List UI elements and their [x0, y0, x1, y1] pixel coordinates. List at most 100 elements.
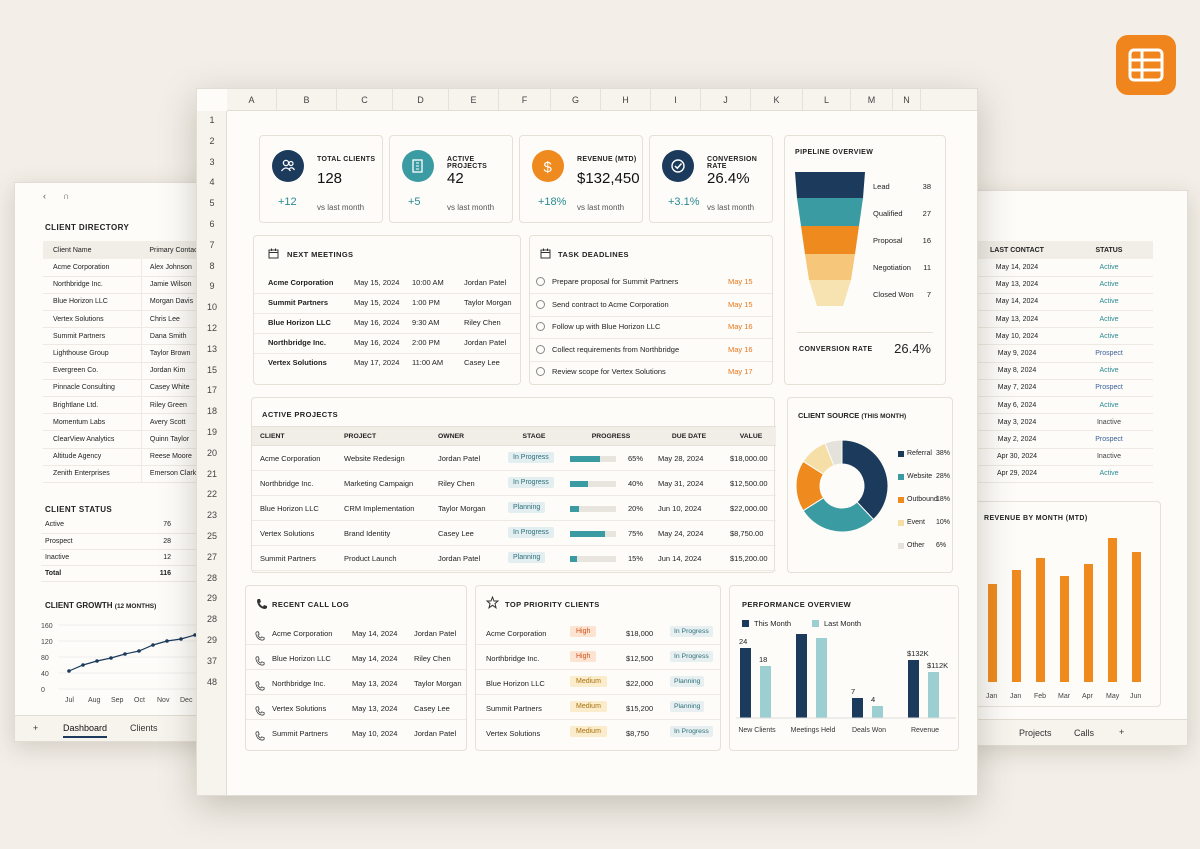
col-primary-contact[interactable]: Primary Contact	[149, 246, 200, 254]
priority-row[interactable]: Vertex Solutions Medium $8,750 In Progress	[476, 720, 720, 745]
tab-clients[interactable]: Clients	[130, 723, 158, 733]
call-row[interactable]: Acme Corporation May 14, 2024 Jordan Patel	[246, 620, 466, 645]
task-row[interactable]: Follow up with Blue Horizon LLC May 16	[530, 317, 772, 339]
column-header[interactable]: L	[803, 89, 851, 110]
column-header[interactable]: A	[227, 89, 277, 110]
row-header[interactable]: 21	[206, 468, 217, 479]
table-row[interactable]: Summit Partners Dana Smith	[43, 327, 222, 345]
row-header[interactable]: 9	[209, 281, 215, 292]
row-header[interactable]: 12	[206, 323, 217, 333]
column-header[interactable]: D	[393, 89, 449, 110]
call-row[interactable]: Northbridge Inc. May 13, 2024 Taylor Morga…	[246, 670, 466, 695]
task-checkbox[interactable]	[536, 299, 545, 309]
column-header[interactable]: E	[449, 89, 499, 110]
table-row[interactable]: Apr 30, 2024 Inactive	[969, 448, 1153, 466]
table-row[interactable]: May 8, 2024 Active	[969, 362, 1153, 380]
table-row[interactable]: Total 116	[41, 565, 221, 581]
column-header[interactable]: G	[551, 89, 601, 110]
table-row[interactable]: Altitude Agency Reese Moore	[43, 448, 222, 466]
row-header[interactable]: 48	[206, 676, 217, 687]
task-checkbox[interactable]	[536, 367, 545, 376]
row-header[interactable]: 22	[206, 489, 217, 500]
row-header[interactable]: 10	[206, 302, 217, 313]
task-row[interactable]: Send contract to Acme Corporation May 15	[530, 295, 772, 317]
col-status[interactable]: STATUS	[1095, 246, 1123, 254]
table-row[interactable]: Momentum Labs Avery Scott	[43, 413, 222, 431]
row-header[interactable]: 5	[209, 198, 215, 209]
table-row[interactable]: Northbridge Inc. Marketing Campaign Riley …	[252, 471, 776, 496]
row-header[interactable]: 23	[206, 510, 217, 521]
table-row[interactable]: Apr 29, 2024 Active	[969, 465, 1153, 483]
tab-calls[interactable]: Calls	[1074, 728, 1095, 738]
back-icon[interactable]: ‹	[43, 191, 46, 201]
row-header[interactable]: 7	[209, 239, 215, 250]
row-header[interactable]: 37	[206, 655, 217, 666]
table-row[interactable]: Acme Corporation Alex Johnson	[43, 259, 222, 277]
meeting-row[interactable]: Blue Horizon LLC May 16, 2024 9:30 AM Riley…	[254, 314, 520, 334]
row-header[interactable]: 19	[206, 427, 217, 437]
row-header[interactable]: 8	[209, 260, 215, 271]
row-header[interactable]: 25	[206, 531, 217, 541]
projects-col-header[interactable]: PROJECT	[344, 433, 377, 440]
table-row[interactable]: Zenith Enterprises Emerson Clark	[43, 465, 222, 483]
nav-icon[interactable]: ∩	[63, 191, 70, 201]
table-row[interactable]: Lighthouse Group Taylor Brown	[43, 344, 222, 363]
row-header[interactable]: 20	[206, 447, 217, 458]
row-header[interactable]: 28	[206, 572, 217, 583]
table-row[interactable]: May 13, 2024 Active	[969, 276, 1153, 294]
meeting-row[interactable]: Summit Partners May 15, 2024 1:00 PM Taylor…	[254, 294, 520, 314]
table-row[interactable]: Inactive 12	[41, 549, 221, 565]
table-row[interactable]: Summit Partners Product Launch Jordan Pate…	[252, 546, 776, 571]
task-checkbox[interactable]	[536, 322, 545, 331]
add-tab-button[interactable]: +	[1119, 727, 1125, 737]
tab-dashboard[interactable]: Dashboard	[63, 723, 108, 738]
priority-row[interactable]: Summit Partners Medium $15,200 Planning	[476, 695, 720, 720]
row-header[interactable]: 17	[206, 385, 217, 396]
row-header[interactable]: 29	[206, 635, 217, 645]
call-row[interactable]: Summit Partners May 10, 2024 Jordan Patel	[246, 720, 466, 745]
table-row[interactable]: Acme Corporation Website Redesign Jordan P…	[252, 446, 776, 471]
kpi-card[interactable]: CONVERSION RATE 26.4% +3.1% vs last month	[649, 135, 773, 223]
row-header[interactable]: 3	[209, 156, 215, 167]
table-row[interactable]: ClearView Analytics Quinn Taylor	[43, 430, 222, 449]
column-header[interactable]: H	[601, 89, 651, 110]
table-row[interactable]: May 14, 2024 Active	[969, 293, 1153, 311]
priority-row[interactable]: Acme Corporation High $18,000 In Progress	[476, 620, 720, 645]
projects-col-header[interactable]: DUE DATE	[671, 433, 707, 440]
task-row[interactable]: Review scope for Vertex Solutions May 17	[530, 362, 772, 384]
meeting-row[interactable]: Northbridge Inc. May 16, 2024 2:00 PM Jorda…	[254, 334, 520, 354]
projects-col-header[interactable]: CLIENT	[260, 433, 285, 440]
table-row[interactable]: Vertex Solutions Brand Identity Casey Lee I…	[252, 521, 776, 546]
column-header[interactable]: C	[337, 89, 393, 110]
projects-col-header[interactable]: STAGE	[522, 433, 546, 440]
table-row[interactable]: May 7, 2024 Prospect	[969, 379, 1153, 397]
table-row[interactable]: May 13, 2024 Active	[969, 311, 1153, 328]
table-row[interactable]: Pinnacle Consulting Casey White	[43, 379, 222, 397]
row-header[interactable]: 27	[206, 551, 217, 562]
table-row[interactable]: Blue Horizon LLC Morgan Davis	[43, 293, 222, 311]
row-header[interactable]: 4	[209, 177, 215, 188]
meeting-row[interactable]: Acme Corporation May 15, 2024 10:00 AM Jord…	[254, 274, 520, 294]
row-header[interactable]: 2	[209, 135, 215, 146]
column-header[interactable]: F	[499, 89, 551, 110]
task-checkbox[interactable]	[536, 277, 545, 286]
task-row[interactable]: Prepare proposal for Summit Partners May …	[530, 272, 772, 294]
column-header[interactable]: M	[851, 89, 893, 110]
table-row[interactable]: Evergreen Co. Jordan Kim	[43, 362, 222, 380]
row-header[interactable]: 28	[206, 614, 217, 625]
row-header[interactable]: 1	[209, 115, 215, 125]
kpi-card[interactable]: TOTAL CLIENTS 128 +12 vs last month	[259, 135, 383, 223]
table-row[interactable]: May 10, 2024 Active	[969, 328, 1153, 345]
table-row[interactable]: May 6, 2024 Active	[969, 397, 1153, 414]
kpi-card[interactable]: ACTIVE PROJECTS 42 +5 vs last month	[389, 135, 513, 223]
table-row[interactable]: May 2, 2024 Prospect	[969, 431, 1153, 449]
row-header[interactable]: 13	[206, 343, 217, 354]
row-header[interactable]: 29	[206, 593, 217, 604]
projects-col-header[interactable]: OWNER	[438, 433, 465, 440]
add-sheet-button[interactable]: +	[33, 723, 39, 733]
table-row[interactable]: Blue Horizon LLC CRM Implementation Taylor…	[252, 496, 776, 521]
task-row[interactable]: Collect requirements from Northbridge May…	[530, 340, 772, 362]
table-row[interactable]: Brightlane Ltd. Riley Green	[43, 396, 222, 414]
table-row[interactable]: May 14, 2024 Active	[969, 259, 1153, 277]
projects-col-header[interactable]: VALUE	[739, 433, 763, 440]
